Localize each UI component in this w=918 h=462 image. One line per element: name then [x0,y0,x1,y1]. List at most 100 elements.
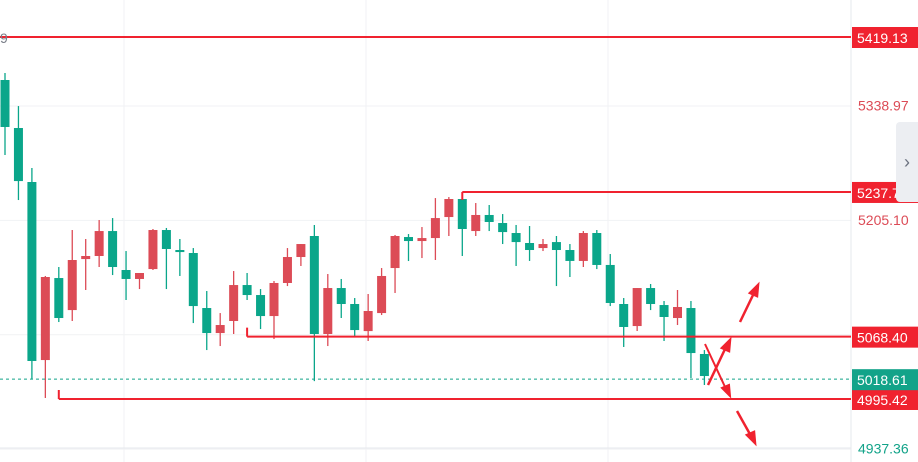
candle-down [108,218,118,276]
price-level-line [57,389,851,400]
candle-down [511,224,521,266]
candle-body [94,231,104,256]
price-badge-bg [852,388,918,410]
candle-body [309,236,319,334]
candle-body [673,306,682,319]
candle-body [605,264,615,303]
candle-body [229,285,239,322]
candle-body [269,282,279,317]
candle-up [282,248,292,287]
candles [0,72,709,398]
candle-up [323,274,333,347]
candle-down [686,301,696,378]
candle-up [67,230,77,322]
candle-body [578,233,588,261]
candle-up [377,268,387,316]
candle-up [135,272,144,290]
candle-body [188,253,198,307]
candle-body [632,288,642,327]
candle-body [686,308,696,354]
candle-down [0,72,10,156]
candle-body [484,214,494,222]
candle-body [350,304,360,331]
candle-body [148,230,158,270]
scroll-right-button[interactable]: › [896,122,918,202]
price-level-line [461,190,851,200]
candle-body [525,243,535,251]
candle-body [67,260,77,311]
candle-down [175,238,185,276]
partial-left-label: 9 [0,30,8,46]
candle-body [175,250,185,253]
candle-body [390,236,400,269]
candle-up [471,203,481,237]
candle-body [699,353,709,377]
candle-down [484,204,494,232]
candle-body [498,223,508,233]
candle-down [336,278,346,319]
candle-down [161,227,171,290]
price-axis[interactable]: 5472.845338.975205.104937.365419.135237.… [852,0,918,457]
candle-body [404,237,413,242]
candle-body [471,214,481,232]
candle-down [619,298,629,347]
candle-body [296,244,306,258]
candle-down [551,236,561,287]
candle-body [121,270,131,279]
candle-body [538,244,548,249]
candle-body [215,325,225,334]
candle-up [430,198,440,261]
grid [0,0,852,462]
candle-body [161,230,171,249]
candle-body [282,257,292,283]
candle-body [336,288,346,305]
candle-body [54,278,64,319]
candle-body [646,288,656,305]
arrow-up-annotation [706,336,732,386]
price-badge-bg [852,27,918,48]
candle-down [699,350,709,385]
candle-body [363,311,373,332]
candle-up [215,313,225,347]
candle-down [309,224,319,382]
price-badge-label: 5068.40 [857,330,908,346]
price-level-line [246,327,851,338]
price-tick-label: 5338.97 [858,97,909,113]
candle-up [632,288,642,332]
candle-body [619,304,629,327]
candle-body [323,288,333,334]
candle-down [646,284,656,311]
price-badge-label: 4995.42 [857,392,908,408]
candle-down [659,301,669,341]
candle-body [27,182,37,361]
level-price-badge: 4995.42 [852,388,918,410]
candle-up [444,197,454,237]
candle-body [81,255,91,260]
candle-up [229,271,239,334]
candle-body [13,128,23,182]
arrow-up-annotation [738,281,760,323]
candle-down [121,251,131,300]
candle-down [13,106,23,201]
chevron-right-icon: › [904,151,910,172]
candle-up [148,228,158,271]
arrow-down-annotation [735,410,757,447]
candle-body [430,218,440,239]
candle-body [511,233,521,243]
price-badge-label: 5018.61 [857,372,908,388]
candle-up [40,275,50,398]
candle-up [578,231,588,268]
candle-up [538,238,548,252]
candle-body [551,242,561,251]
candle-body [417,238,427,242]
candle-up [269,281,279,340]
candle-body [565,250,575,261]
candle-down [188,248,198,324]
candle-down [565,244,575,278]
candle-body [40,277,50,361]
candle-up [94,220,104,268]
candle-down [27,167,37,380]
candle-body [202,308,212,334]
price-badge-label: 5419.13 [857,30,908,46]
